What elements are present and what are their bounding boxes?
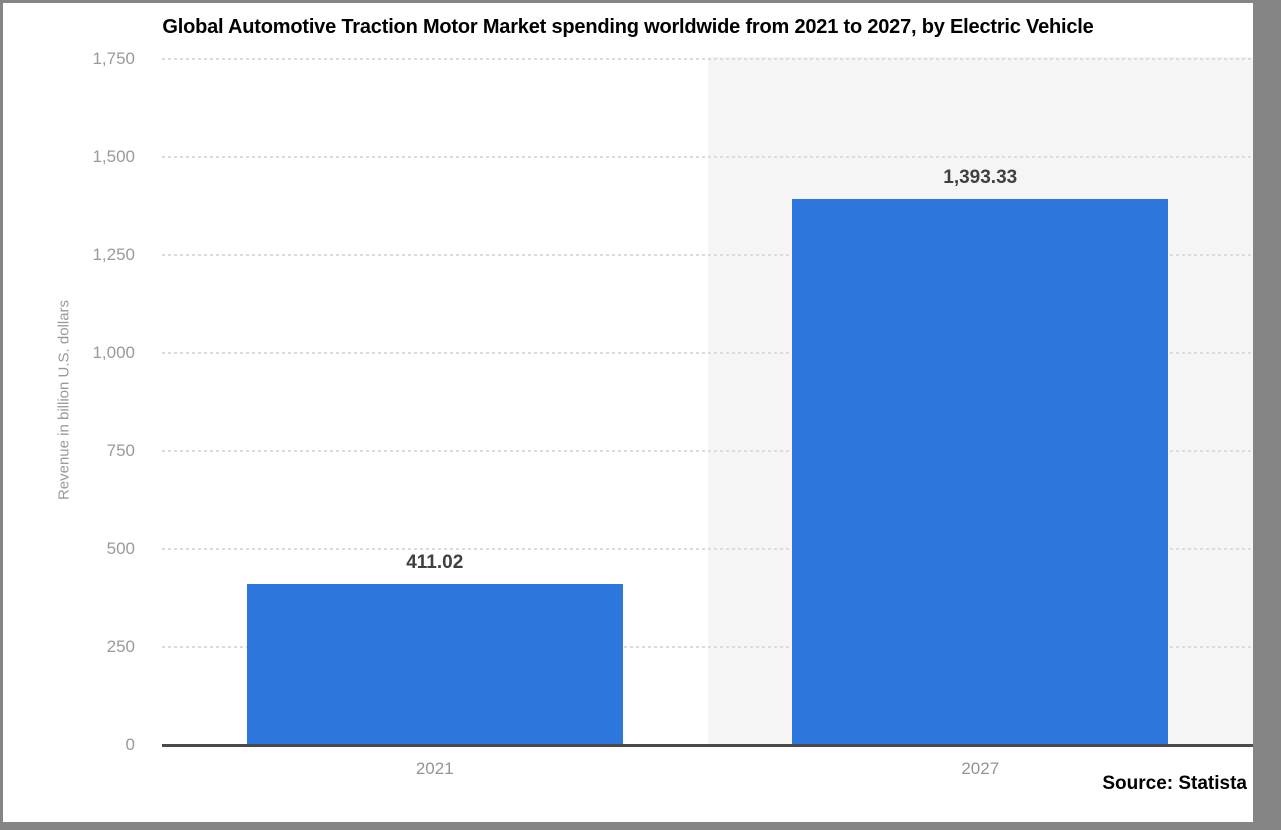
y-tick-label: 1,250 (92, 245, 135, 264)
value-label: 411.02 (406, 551, 464, 573)
source-label: Source: Statista (1102, 773, 1247, 794)
y-tick-label: 0 (125, 735, 135, 754)
y-tick-label: 250 (106, 637, 135, 656)
chart-canvas: Global Automotive Traction Motor Market … (3, 3, 1253, 822)
x-tick-label: 2027 (961, 759, 1000, 778)
chart-title: Global Automotive Traction Motor Market … (162, 16, 1094, 38)
x-tick-label: 2021 (415, 759, 454, 778)
value-label: 1,393.33 (943, 166, 1018, 188)
y-tick-label: 1,000 (92, 343, 135, 362)
x-axis-line (162, 744, 1253, 747)
y-tick-label: 750 (106, 441, 135, 460)
gridline (162, 352, 1253, 354)
y-tick-label: 1,500 (92, 147, 135, 166)
bar-2027 (792, 198, 1169, 745)
gridline (162, 58, 1253, 60)
gridline (162, 156, 1253, 158)
bar-2021 (246, 583, 623, 745)
y-tick-label: 500 (106, 539, 135, 558)
gridline (162, 450, 1253, 452)
gridline (162, 548, 1253, 550)
y-tick-label: 1,750 (92, 49, 135, 68)
y-axis-title: Revenue in billion U.S. dollars (55, 299, 73, 501)
gridline (162, 254, 1253, 256)
gridline (162, 646, 1253, 648)
